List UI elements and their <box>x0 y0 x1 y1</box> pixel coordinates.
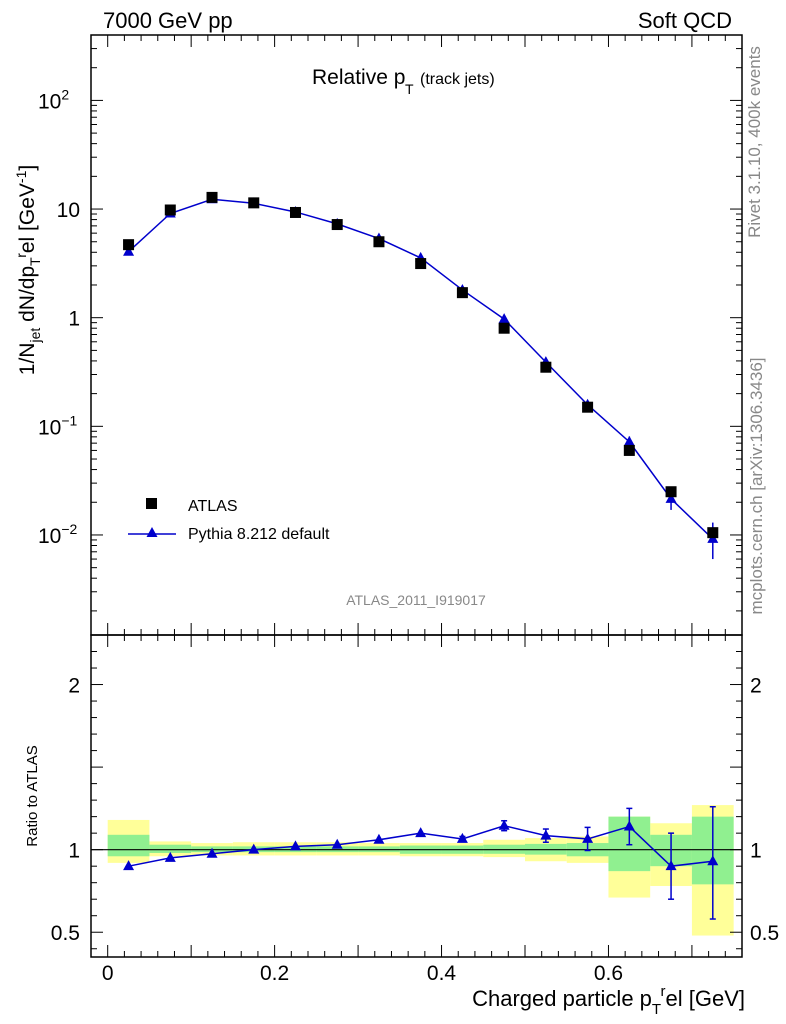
title-main: Relative p <box>312 66 405 89</box>
atlas-point <box>498 322 510 334</box>
legend: ATLAS Pythia 8.212 default <box>128 498 330 543</box>
ratio-band-inner <box>107 834 150 857</box>
ratio-band-inner <box>149 844 192 853</box>
category-label: Soft QCD <box>638 8 732 33</box>
atlas-point <box>123 239 135 251</box>
atlas-point <box>707 527 719 539</box>
analysis-id: ATLAS_2011_I919017 <box>346 592 486 608</box>
x-tick-label: 0.4 <box>427 962 457 985</box>
ratio-pythia-point <box>582 832 594 843</box>
x-tick-label: 0.2 <box>260 962 289 985</box>
ratio-frame <box>90 634 743 958</box>
legend-pythia-marker <box>146 527 158 537</box>
atlas-point <box>206 191 218 203</box>
atlas-point <box>623 444 635 456</box>
legend-atlas-marker <box>146 498 157 509</box>
ratio-ylabel: Ratio to ATLAS <box>24 745 41 846</box>
pythia-line <box>128 198 714 540</box>
ratio-y-tick-label-right: 2 <box>750 675 762 698</box>
ratio-pythia-point <box>456 832 468 843</box>
ratio-y-tick-label-right: 1 <box>750 840 762 863</box>
atlas-point <box>582 401 594 413</box>
main-y-tick-label: 10−1 <box>38 412 78 439</box>
main-y-tick-labels: 10−2 10−1 1 10 102 <box>38 86 80 548</box>
pythia-point <box>498 313 510 324</box>
ratio-pythia-point <box>623 820 635 831</box>
x-tick-label: 0.6 <box>594 962 623 985</box>
x-tick-label: 0 <box>102 962 114 985</box>
atlas-point <box>373 236 385 248</box>
main-y-tick-label: 10−2 <box>38 521 78 548</box>
ratio-pythia-point <box>373 833 385 844</box>
main-ylabel: 1/Njet dN/dpTrel [GeV-1] <box>13 165 43 375</box>
atlas-point <box>456 287 468 299</box>
atlas-point <box>289 206 301 218</box>
ratio-pythia-point <box>331 838 343 849</box>
pythia-point <box>623 435 635 446</box>
ratio-y-tick-label-left: 2 <box>68 675 80 698</box>
ratio-pythia-point <box>123 860 135 871</box>
atlas-point <box>248 197 260 209</box>
pythia-point <box>665 492 677 503</box>
main-axis-ticks <box>91 34 742 635</box>
legend-pythia-label: Pythia 8.212 default <box>188 526 330 543</box>
title-sub: T <box>405 81 414 97</box>
main-y-tick-label: 1 <box>68 308 80 331</box>
main-frame <box>90 34 743 636</box>
ratio-pythia-point <box>415 827 427 838</box>
atlas-point <box>415 258 427 270</box>
ratio-y-tick-label-left: 1 <box>68 840 80 863</box>
atlas-point <box>665 486 677 498</box>
ratio-pythia-point <box>498 819 510 830</box>
atlas-point <box>540 361 552 373</box>
ratio-tick-labels: 0.5 0.5 1 1 2 2 0 0.2 0.4 0.6 <box>51 675 779 985</box>
main-y-tick-label: 10 <box>57 199 80 222</box>
svg-text:Charged particle pTrel [GeV]: Charged particle pTrel [GeV] <box>472 983 745 1018</box>
pythia-point <box>123 245 135 256</box>
atlas-point <box>331 219 343 231</box>
ratio-pythia-point <box>665 860 677 871</box>
ratio-pythia-point <box>540 829 552 840</box>
energy-label: 7000 GeV pp <box>103 8 233 33</box>
ratio-pythia-point <box>248 843 260 854</box>
ratio-pythia-point <box>289 840 301 851</box>
main-y-tick-label: 102 <box>38 86 69 113</box>
ratio-mc-series <box>123 805 719 920</box>
atlas-point <box>164 204 176 216</box>
ratio-pythia-point <box>164 851 176 862</box>
ratio-pythia-point <box>707 855 719 866</box>
ratio-axis-ticks <box>91 635 742 957</box>
ratio-y-tick-label-right: 0.5 <box>750 922 779 945</box>
mcplots-note: mcplots.cern.ch [arXiv:1306.3436] <box>747 357 766 614</box>
ratio-y-tick-label-left: 0.5 <box>51 922 80 945</box>
svg-text:1/Njet dN/dpTrel [GeV-1]: 1/Njet dN/dpTrel [GeV-1] <box>13 165 43 375</box>
legend-atlas-label: ATLAS <box>188 498 238 515</box>
x-axis-label: Charged particle pTrel [GeV] <box>472 983 745 1018</box>
main-title: Relative p T (track jets) <box>312 66 495 97</box>
title-note: (track jets) <box>420 71 495 88</box>
ratio-uncertainty-bands <box>107 805 734 936</box>
rivet-note: Rivet 3.1.10, 400k events <box>745 46 764 238</box>
ratio-pythia-point <box>206 847 218 858</box>
main-data-series <box>123 191 719 539</box>
